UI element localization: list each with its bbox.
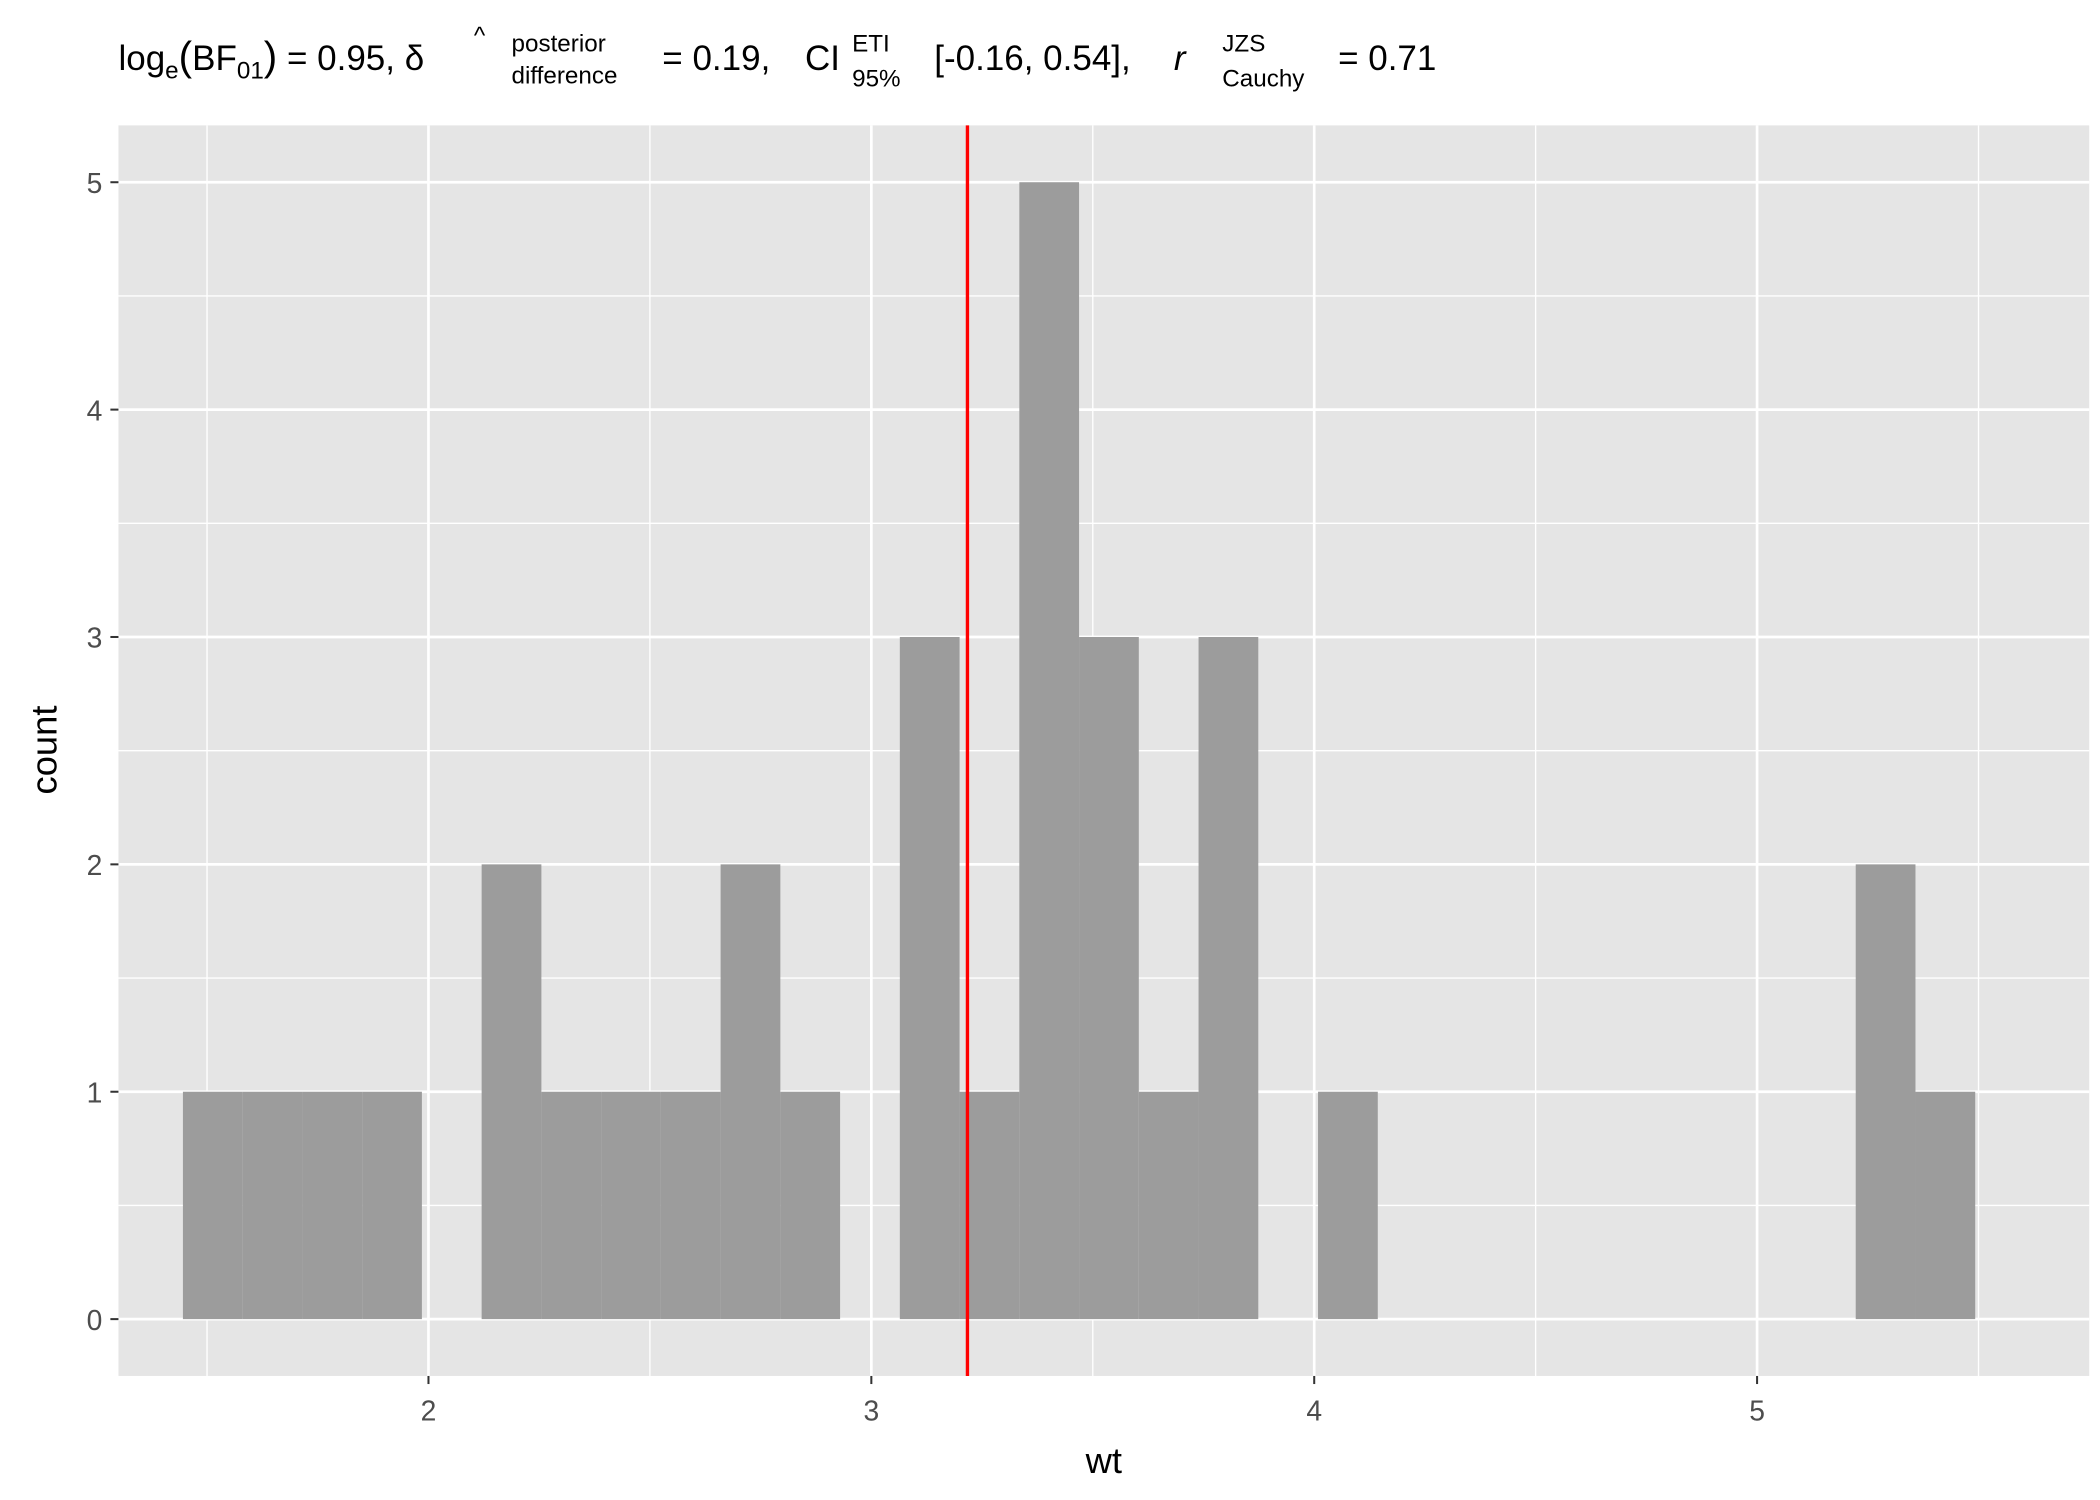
histogram-bar — [362, 1091, 422, 1320]
title-delta-value: = 0.19, — [662, 39, 770, 78]
histogram-bar — [481, 864, 542, 1320]
y-axis: 0 1 2 3 4 5 — [87, 167, 119, 1336]
x-tick-label: 3 — [863, 1394, 879, 1426]
y-tick-label: 4 — [87, 394, 103, 426]
title-delta-sup: posterior — [512, 30, 606, 57]
histogram-bar — [1198, 636, 1259, 1320]
title-bf-sub: 01 — [237, 57, 264, 84]
histogram-bar — [780, 1091, 841, 1320]
histogram-bars — [182, 182, 1976, 1320]
y-tick-label: 3 — [87, 622, 103, 654]
title-delta-sub: difference — [512, 63, 618, 90]
y-tick-label: 2 — [87, 849, 103, 881]
title-log: log — [118, 39, 165, 78]
title-r-sub: Cauchy — [1222, 65, 1305, 92]
x-tick-label: 4 — [1306, 1394, 1322, 1426]
histogram-bar — [1915, 1091, 1976, 1320]
histogram-bar — [601, 1091, 661, 1320]
histogram-bar — [1079, 636, 1139, 1320]
histogram-bar — [660, 1091, 721, 1320]
title-ci-sub: 95% — [852, 65, 900, 92]
title-r: r — [1174, 39, 1187, 78]
title-bf: BF — [192, 39, 237, 78]
x-tick-label: 2 — [421, 1394, 437, 1426]
histogram-bar — [242, 1091, 303, 1320]
histogram-bar — [899, 636, 960, 1320]
plot-title: loge(BF01) = 0.95, δ ^ posterior differe… — [118, 22, 1436, 92]
histogram-bar — [541, 1091, 602, 1320]
x-axis: 2 3 4 5 — [421, 1375, 1765, 1426]
histogram-bar — [302, 1091, 363, 1320]
y-axis-label: count — [24, 706, 65, 795]
title-log-sub: e — [165, 57, 178, 84]
histogram-bar — [720, 864, 781, 1320]
x-tick-label: 5 — [1749, 1394, 1765, 1426]
title-ci-sup: ETI — [852, 30, 890, 57]
y-tick-label: 5 — [87, 167, 103, 199]
title-ci-value: [-0.16, 0.54], — [934, 39, 1131, 78]
title-r-value: = 0.71 — [1338, 39, 1436, 78]
histogram-bar — [1855, 864, 1916, 1320]
svg-text:loge(BF01) = 0.95, δ: loge(BF01) = 0.95, δ — [118, 33, 424, 84]
histogram-bar — [1019, 182, 1080, 1320]
title-delta-hat: ^ — [474, 22, 486, 49]
title-ci: CI — [805, 39, 840, 78]
title-r-sup: JZS — [1222, 30, 1265, 57]
x-axis-label: wt — [1085, 1440, 1122, 1481]
y-tick-label: 1 — [87, 1077, 103, 1109]
histogram-bar — [959, 1091, 1020, 1320]
title-delta: δ — [405, 39, 424, 78]
histogram-bar — [1318, 1091, 1378, 1320]
histogram-bar — [182, 1091, 243, 1320]
y-tick-label: 0 — [87, 1304, 103, 1336]
title-bf-value: = 0.95, — [287, 39, 395, 78]
histogram-bar — [1138, 1091, 1199, 1320]
